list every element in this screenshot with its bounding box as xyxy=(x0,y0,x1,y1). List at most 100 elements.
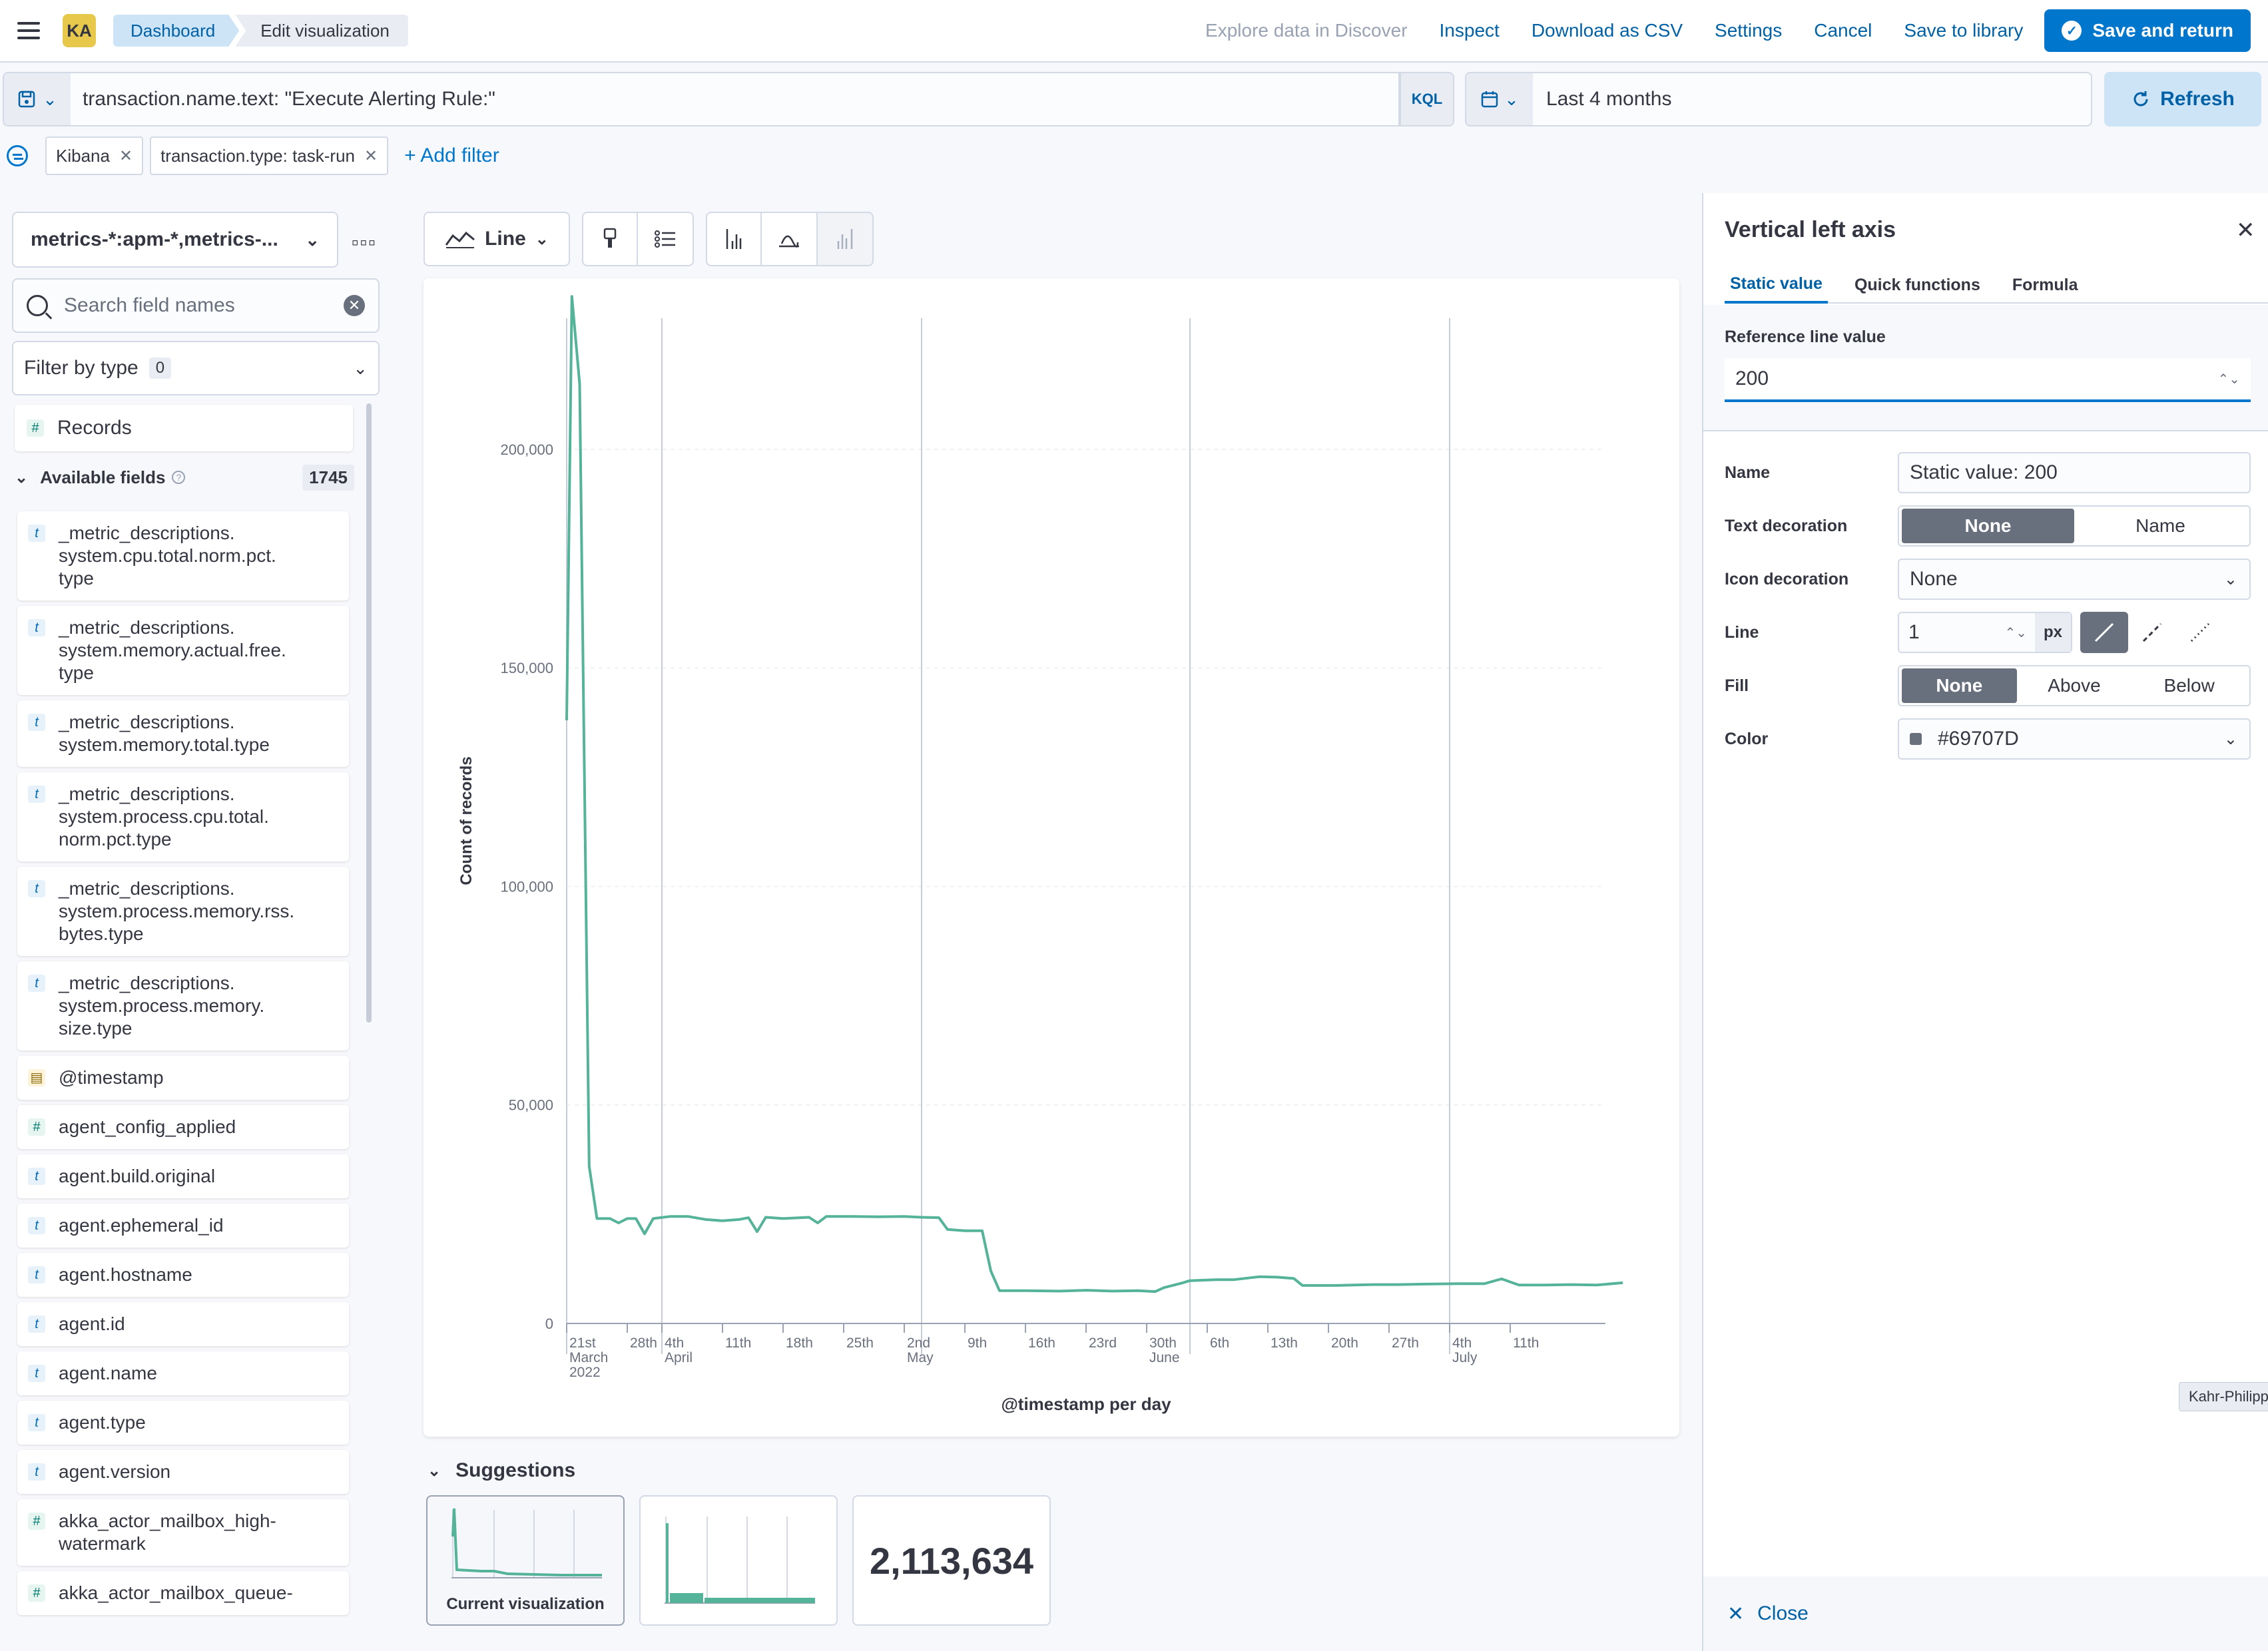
dotted-line-button[interactable] xyxy=(2176,612,2224,653)
close-icon[interactable]: ✕ xyxy=(2236,218,2255,243)
list-icon xyxy=(655,230,675,248)
dashed-line-button[interactable] xyxy=(2128,612,2176,653)
index-pattern-label: metrics-*:apm-*,metrics-... xyxy=(31,228,278,250)
cancel-link[interactable]: Cancel xyxy=(1814,20,1872,41)
field-item[interactable]: t agent.type xyxy=(17,1401,349,1445)
field-item[interactable]: t _metric_descriptions. system.memory.tota… xyxy=(17,700,349,767)
legend-options-button[interactable] xyxy=(638,212,694,266)
refresh-button[interactable]: Refresh xyxy=(2104,72,2261,126)
saved-query-button[interactable]: ⌄ xyxy=(3,72,72,126)
add-filter-button[interactable]: + Add filter xyxy=(404,144,499,166)
date-range-picker[interactable]: Last 4 months xyxy=(1533,72,2092,126)
color-picker[interactable]: #69707D ⌄ xyxy=(1898,718,2251,760)
filter-by-type-button[interactable]: Filter by type 0 ⌄ xyxy=(12,341,380,395)
name-input[interactable]: Static value: 200 xyxy=(1898,452,2251,493)
search-placeholder: Search field names xyxy=(64,294,235,316)
date-type-icon: ▤ xyxy=(28,1069,45,1086)
close-icon[interactable]: ✕ xyxy=(119,146,133,165)
x-tick-label: 9th xyxy=(968,1335,987,1351)
right-axis-button[interactable] xyxy=(818,212,874,266)
field-list-scrollbar[interactable] xyxy=(366,403,372,1023)
solid-line-button[interactable] xyxy=(2080,612,2128,653)
field-search-input[interactable]: Search field names ✕ xyxy=(12,278,380,333)
text-decoration-name[interactable]: Name xyxy=(2135,515,2185,536)
save-to-library-link[interactable]: Save to library xyxy=(1904,20,2024,41)
left-axis-button[interactable] xyxy=(706,212,762,266)
settings-link[interactable]: Settings xyxy=(1715,20,1783,41)
tab-formula[interactable]: Formula xyxy=(2012,275,2078,294)
explore-discover-link[interactable]: Explore data in Discover xyxy=(1205,20,1408,41)
field-item[interactable]: t _metric_descriptions. system.process.mem… xyxy=(17,867,349,956)
filter-menu-icon[interactable] xyxy=(7,145,28,166)
string-type-icon: t xyxy=(28,619,45,636)
refresh-label: Refresh xyxy=(2160,88,2235,110)
breadcrumb-dashboard[interactable]: Dashboard xyxy=(113,15,239,47)
chart-type-switcher[interactable]: Line ⌄ xyxy=(424,212,570,266)
field-item[interactable]: # akka_actor_mailbox_high-watermark xyxy=(17,1499,349,1566)
field-item[interactable]: t agent.ephemeral_id xyxy=(17,1204,349,1248)
field-name-line: _metric_descriptions. xyxy=(59,617,235,638)
suggestion-thumbnail xyxy=(451,1508,602,1578)
name-label: Name xyxy=(1725,463,1771,482)
fill-above[interactable]: Above xyxy=(2048,675,2101,696)
field-item[interactable]: t agent.name xyxy=(17,1351,349,1395)
download-csv-link[interactable]: Download as CSV xyxy=(1531,20,1683,41)
field-name: _metric_descriptions. system.memory.total… xyxy=(59,711,270,756)
stepper-icon[interactable]: ⌃⌄ xyxy=(2004,625,2027,640)
line-chart[interactable]: 0 50,000 100,000 150,000 200,000 21stMarch202… xyxy=(424,278,1679,1437)
filter-pill-transaction-type[interactable]: transaction.type: task-run ✕ xyxy=(150,136,389,175)
field-item[interactable]: t _metric_descriptions. system.memory.actu… xyxy=(17,606,349,695)
chevron-down-icon: ⌄ xyxy=(43,89,57,109)
fill-below[interactable]: Below xyxy=(2163,675,2215,696)
field-item[interactable]: t agent.id xyxy=(17,1302,349,1346)
available-fields-header[interactable]: ⌄ Available fields ? 1745 xyxy=(15,459,354,495)
kql-language-button[interactable]: KQL xyxy=(1400,72,1454,126)
fill-row: Fill None Above Below xyxy=(1725,664,2251,707)
suggestion-metric[interactable]: 2,113,634 xyxy=(852,1495,1051,1626)
field-item[interactable]: t agent.version xyxy=(17,1450,349,1494)
icon-decoration-select[interactable]: None ⌄ xyxy=(1898,559,2251,600)
line-width-input[interactable]: 1 ⌃⌄ px xyxy=(1898,612,2072,653)
avatar[interactable]: KA xyxy=(63,14,96,47)
stepper-icon[interactable]: ⌃⌄ xyxy=(2217,371,2240,387)
field-records[interactable]: # Records xyxy=(15,405,353,451)
field-name-line: agent.type xyxy=(59,1412,146,1433)
field-item[interactable]: # agent_config_applied xyxy=(17,1105,349,1149)
tab-quick-functions[interactable]: Quick functions xyxy=(1854,275,1980,294)
x-tick-label: 2nd xyxy=(907,1335,930,1351)
string-type-icon: t xyxy=(28,1463,45,1481)
visual-options-button[interactable] xyxy=(582,212,638,266)
suggestion-current[interactable]: Current visualization xyxy=(426,1495,625,1626)
field-item[interactable]: t agent.hostname xyxy=(17,1253,349,1297)
tab-static-value[interactable]: Static value xyxy=(1725,266,1828,304)
close-icon[interactable]: ✕ xyxy=(364,146,378,165)
more-options-icon[interactable]: ▫▫▫ xyxy=(352,232,377,254)
number-type-icon: # xyxy=(28,1118,45,1136)
menu-icon[interactable] xyxy=(17,22,40,39)
fill-none[interactable]: None xyxy=(1902,668,2017,703)
bottom-axis-button[interactable] xyxy=(762,212,818,266)
date-quick-menu-button[interactable]: ⌄ xyxy=(1465,72,1534,126)
field-name: agent.type xyxy=(59,1411,146,1434)
suggestion-bar-chart[interactable] xyxy=(639,1495,838,1626)
index-pattern-select[interactable]: metrics-*:apm-*,metrics-... ⌄ xyxy=(12,212,338,268)
field-item[interactable]: t agent.build.original xyxy=(17,1154,349,1198)
save-and-return-button[interactable]: ✓ Save and return xyxy=(2044,9,2251,52)
reference-line-input[interactable]: 200 ⌃⌄ xyxy=(1725,358,2251,402)
field-item[interactable]: ▤ @timestamp xyxy=(17,1056,349,1100)
field-item[interactable]: t _metric_descriptions. system.process.mem… xyxy=(17,961,349,1051)
string-type-icon: t xyxy=(28,1168,45,1185)
filter-pill-kibana[interactable]: Kibana ✕ xyxy=(45,136,144,175)
field-item[interactable]: t _metric_descriptions. system.cpu.total.n… xyxy=(17,511,349,600)
suggestions-header[interactable]: ⌄ Suggestions xyxy=(427,1459,575,1482)
flyout-close-button[interactable]: ✕ Close xyxy=(1703,1576,2268,1651)
text-decoration-none[interactable]: None xyxy=(1902,509,2074,543)
chevron-down-icon: ⌄ xyxy=(535,230,549,248)
solid-line-icon xyxy=(2094,622,2114,642)
query-input[interactable]: transaction.name.text: "Execute Alerting… xyxy=(71,72,1400,126)
inspect-link[interactable]: Inspect xyxy=(1439,20,1500,41)
field-item[interactable]: t _metric_descriptions. system.process.cpu… xyxy=(17,772,349,861)
clear-icon[interactable]: ✕ xyxy=(344,295,365,316)
field-name-line: type xyxy=(59,662,94,683)
field-item[interactable]: # akka_actor_mailbox_queue- xyxy=(17,1571,349,1615)
